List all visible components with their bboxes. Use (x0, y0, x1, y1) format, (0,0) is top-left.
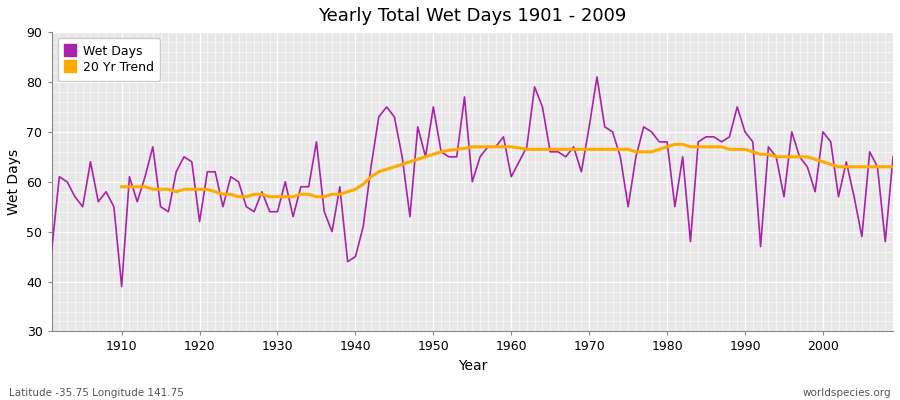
Wet Days (335, 184, 346, 189)
20 Yr Trend (887, 164, 898, 169)
X-axis label: Year: Year (457, 359, 487, 373)
Wet Days (514, 160, 525, 164)
Wet Days (591, 74, 602, 79)
20 Yr Trend (116, 184, 127, 189)
Legend: Wet Days, 20 Yr Trend: Wet Days, 20 Yr Trend (58, 38, 160, 80)
Wet Days (506, 174, 517, 179)
20 Yr Trend (864, 164, 875, 169)
Line: 20 Yr Trend: 20 Yr Trend (122, 144, 893, 197)
20 Yr Trend (841, 164, 851, 169)
20 Yr Trend (584, 147, 595, 152)
20 Yr Trend (303, 192, 314, 197)
Text: Latitude -35.75 Longitude 141.75: Latitude -35.75 Longitude 141.75 (9, 388, 184, 398)
20 Yr Trend (670, 142, 680, 147)
Wet Days (288, 214, 299, 219)
Wet Days (615, 154, 626, 159)
Wet Days (109, 204, 120, 209)
Title: Yearly Total Wet Days 1901 - 2009: Yearly Total Wet Days 1901 - 2009 (318, 7, 626, 25)
Y-axis label: Wet Days: Wet Days (7, 149, 21, 215)
20 Yr Trend (521, 147, 532, 152)
Wet Days (116, 284, 127, 289)
20 Yr Trend (233, 194, 244, 199)
Wet Days (46, 249, 57, 254)
Text: worldspecies.org: worldspecies.org (803, 388, 891, 398)
Wet Days (887, 154, 898, 159)
Line: Wet Days: Wet Days (51, 77, 893, 286)
20 Yr Trend (272, 194, 283, 199)
